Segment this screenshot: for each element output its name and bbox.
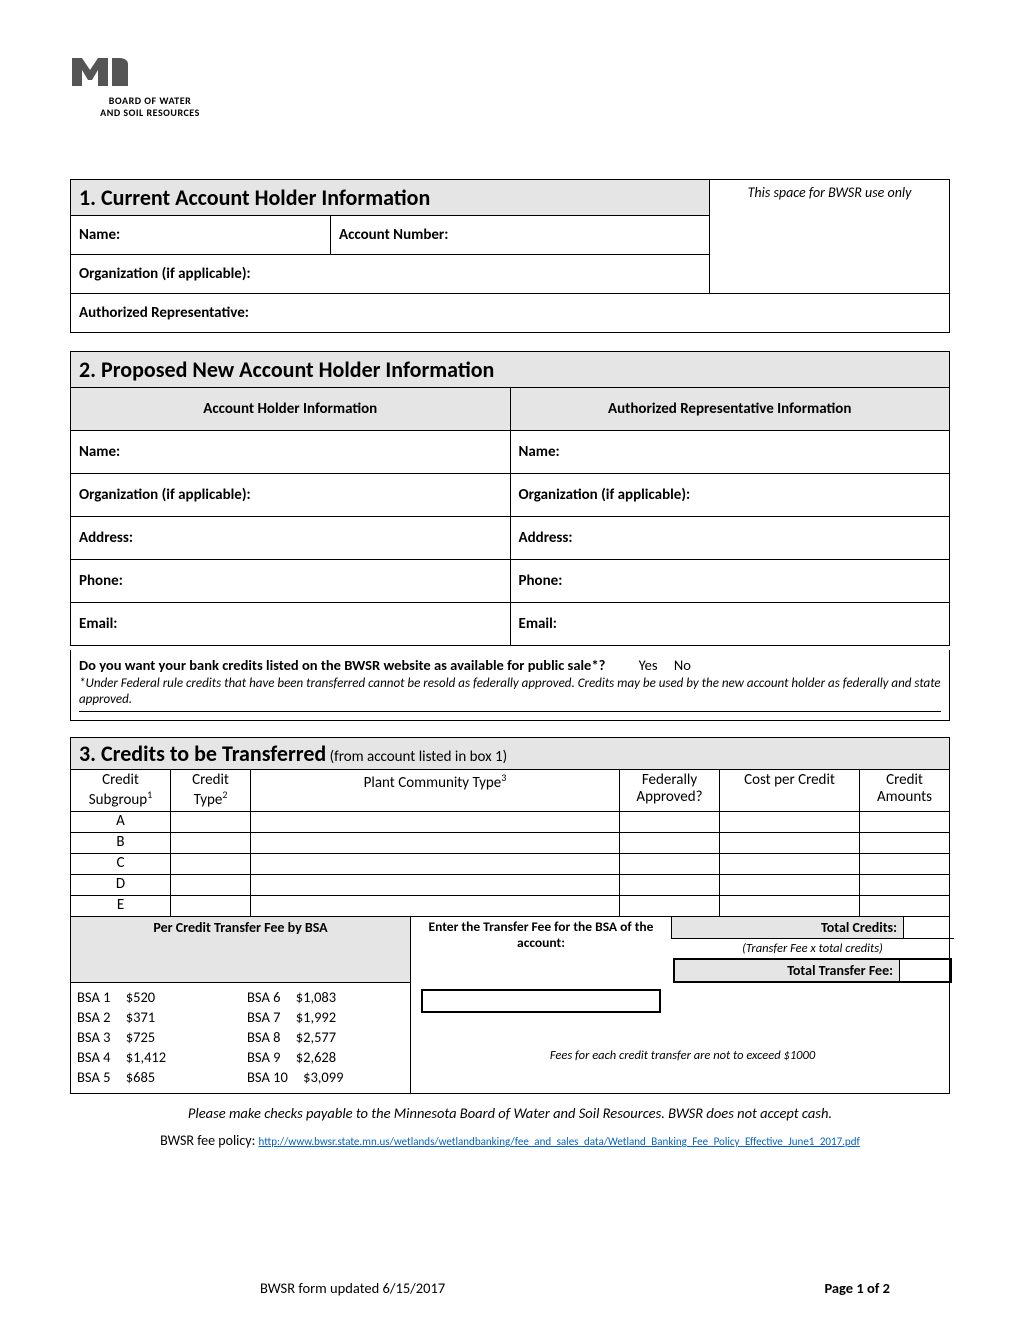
page-number: Page 1 of 2 xyxy=(824,1279,890,1297)
credit-row: E xyxy=(71,896,950,917)
account-number-label: Account Number: xyxy=(331,216,710,255)
fee-item: BSA 2 $371 xyxy=(77,1007,247,1027)
fee-item: BSA 8 $2,577 xyxy=(247,1027,417,1047)
per-credit-fee-header: Per Credit Transfer Fee by BSA xyxy=(71,917,411,983)
row-c-label: C xyxy=(71,854,171,875)
rep-name-label: Name: xyxy=(510,431,950,474)
fee-item: BSA 1 $520 xyxy=(77,987,247,1007)
holder-phone-label: Phone: xyxy=(71,560,511,603)
hdr-plant: Plant Community Type3 xyxy=(251,769,620,812)
transfer-fee-input[interactable] xyxy=(421,989,661,1013)
holder-org-label: Organization (if applicable): xyxy=(71,474,511,517)
authorized-rep-label: Authorized Representative: xyxy=(71,294,950,333)
option-yes[interactable]: Yes xyxy=(639,656,658,674)
section3-title: 3. Credits to be Transferred xyxy=(79,740,326,767)
credit-row: D xyxy=(71,875,950,896)
row-d-label: D xyxy=(71,875,171,896)
bwsr-use-only: This space for BWSR use only xyxy=(710,180,950,294)
row-a-label: A xyxy=(71,812,171,833)
row-e-label: E xyxy=(71,896,171,917)
public-sale-question-box: Do you want your bank credits listed on … xyxy=(70,650,950,721)
hdr-amounts: Credit Amounts xyxy=(860,769,950,812)
hdr-subgroup: Credit Subgroup1 xyxy=(71,769,171,812)
organization-label: Organization (if applicable): xyxy=(71,255,710,294)
rep-email-label: Email: xyxy=(510,603,950,646)
section3-title-cell: 3. Credits to be Transferred (from accou… xyxy=(71,737,950,769)
fee-item: BSA 10 $3,099 xyxy=(247,1067,417,1087)
account-holder-header: Account Holder Information xyxy=(71,388,511,431)
section3-table: 3. Credits to be Transferred (from accou… xyxy=(70,737,950,918)
checks-payable-note: Please make checks payable to the Minnes… xyxy=(70,1104,950,1122)
transfer-fee-input-wrapper xyxy=(411,983,671,1046)
option-no[interactable]: No xyxy=(674,656,691,674)
logo-text: BOARD OF WATER AND SOIL RESOURCES xyxy=(70,95,230,119)
section2-table: 2. Proposed New Account Holder Informati… xyxy=(70,351,950,646)
formula-note: (Transfer Fee x total credits) xyxy=(671,939,954,958)
fee-policy-line: BWSR fee policy: http://www.bwsr.state.m… xyxy=(70,1132,950,1149)
holder-address-label: Address: xyxy=(71,517,511,560)
mn-logo-icon xyxy=(70,50,130,88)
total-transfer-fee-value[interactable] xyxy=(900,960,950,981)
rep-phone-label: Phone: xyxy=(510,560,950,603)
transfer-fee-header: Enter the Transfer Fee for the BSA of th… xyxy=(411,917,671,983)
exceed-note: Fees for each credit transfer are not to… xyxy=(411,1046,954,1094)
fee-item: BSA 3 $725 xyxy=(77,1027,247,1047)
rep-address-label: Address: xyxy=(510,517,950,560)
logo-line2: AND SOIL RESOURCES xyxy=(100,106,200,119)
credit-row: B xyxy=(71,833,950,854)
total-transfer-fee-label: Total Transfer Fee: xyxy=(675,960,900,981)
credit-row: A xyxy=(71,812,950,833)
authorized-rep-header: Authorized Representative Information xyxy=(510,388,950,431)
hdr-type: Credit Type2 xyxy=(171,769,251,812)
hdr-federal: Federally Approved? xyxy=(620,769,720,812)
fee-item: BSA 4 $1,412 xyxy=(77,1047,247,1067)
logo-block: BOARD OF WATER AND SOIL RESOURCES xyxy=(70,50,950,119)
fee-policy-link[interactable]: http://www.bwsr.state.mn.us/wetlands/wet… xyxy=(259,1135,860,1148)
bsa-fee-list: BSA 1 $520 BSA 6 $1,083 BSA 2 $371 BSA 7… xyxy=(71,983,411,1093)
page-footer: BWSR form updated 6/15/2017 Page 1 of 2 xyxy=(70,1279,950,1297)
rep-org-label: Organization (if applicable): xyxy=(510,474,950,517)
section1-title: 1. Current Account Holder Information xyxy=(71,180,710,216)
public-sale-question: Do you want your bank credits listed on … xyxy=(79,656,605,674)
total-credits-label: Total Credits: xyxy=(671,917,904,938)
holder-name-label: Name: xyxy=(71,431,511,474)
holder-email-label: Email: xyxy=(71,603,511,646)
fee-item: BSA 6 $1,083 xyxy=(247,987,417,1007)
fee-area: Per Credit Transfer Fee by BSA Enter the… xyxy=(70,917,950,1094)
fee-item: BSA 5 $685 xyxy=(77,1067,247,1087)
row-b-label: B xyxy=(71,833,171,854)
federal-rule-footnote: *Under Federal rule credits that have be… xyxy=(79,676,941,712)
section2-title: 2. Proposed New Account Holder Informati… xyxy=(71,352,950,388)
name-label: Name: xyxy=(71,216,331,255)
fee-item: BSA 9 $2,628 xyxy=(247,1047,417,1067)
hdr-cost: Cost per Credit xyxy=(720,769,860,812)
section3-subtitle: (from account listed in box 1) xyxy=(326,748,507,766)
total-credits-value[interactable] xyxy=(904,917,954,938)
fee-policy-label: BWSR fee policy: xyxy=(160,1132,258,1149)
credit-row: C xyxy=(71,854,950,875)
section1-table: 1. Current Account Holder Information Th… xyxy=(70,179,950,333)
form-updated-date: BWSR form updated 6/15/2017 xyxy=(260,1279,445,1297)
fee-item: BSA 7 $1,992 xyxy=(247,1007,417,1027)
